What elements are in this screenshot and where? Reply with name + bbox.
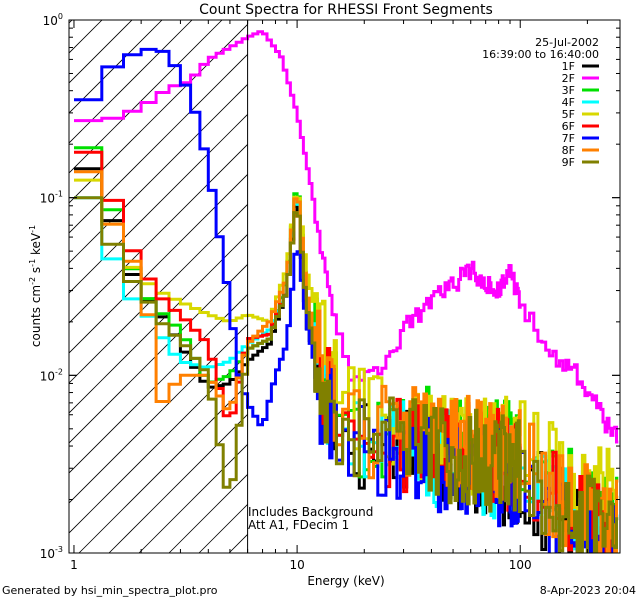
date-label: 25-Jul-2002: [535, 36, 599, 49]
hatch-line: [69, 293, 248, 474]
chart-title: Count Spectra for RHESSI Front Segments: [199, 2, 493, 18]
hatch-line: [78, 383, 248, 553]
hatch-line: [69, 203, 248, 384]
footer-generator: Generated by hsi_min_spectra_plot.pro: [2, 584, 218, 597]
hatch-line: [69, 233, 248, 414]
hatch-line: [69, 173, 248, 354]
annotation-background: Includes Background: [248, 505, 373, 519]
x-tick-label: 1: [70, 558, 78, 572]
hatch-line: [69, 113, 248, 294]
plot-frame: [68, 19, 621, 554]
legend-label-3f: 3F: [562, 84, 575, 97]
annotation-attenuator: Att A1, FDecim 1: [248, 518, 349, 532]
footer-timestamp: 8-Apr-2023 20:04: [540, 584, 636, 597]
series-line-9f: [74, 196, 619, 553]
y-tick-label: 10-2: [40, 367, 63, 383]
legend-label-7f: 7F: [562, 132, 575, 145]
hatch-line: [138, 443, 248, 553]
time-range-label: 16:39:00 to 16:40:00: [482, 48, 599, 61]
hatch-line: [108, 413, 248, 553]
hatch-line: [69, 143, 248, 324]
series-group: [74, 30, 619, 553]
hatch-line: [69, 83, 248, 264]
x-tick-label: 100: [509, 558, 532, 572]
x-axis-label: Energy (keV): [307, 574, 384, 588]
hatch-line: [69, 20, 223, 174]
legend-label-1f: 1F: [562, 60, 575, 73]
legend-label-6f: 6F: [562, 120, 575, 133]
y-tick-label: 100: [43, 12, 63, 28]
y-tick-label: 10-3: [40, 545, 63, 561]
series-line-2f: [74, 30, 619, 444]
legend-label-4f: 4F: [562, 96, 575, 109]
y-tick-label: 10-1: [40, 190, 63, 206]
legend-label-5f: 5F: [562, 108, 575, 121]
x-tick-label: 10: [289, 558, 304, 572]
hatch-line: [69, 353, 248, 534]
hatch-line: [69, 323, 248, 504]
axis-ticks: 1 10 100 100 10-1 10-2 10-3: [40, 12, 620, 572]
legend-label-2f: 2F: [562, 72, 575, 85]
legend-label-9f: 9F: [562, 156, 575, 169]
hatch-line: [69, 20, 193, 144]
y-axis-label: counts cm-2 s-1 keV-1: [28, 225, 43, 347]
legend-label-8f: 8F: [562, 144, 575, 157]
hatch-line: [69, 20, 163, 114]
hatch-line: [69, 20, 133, 84]
